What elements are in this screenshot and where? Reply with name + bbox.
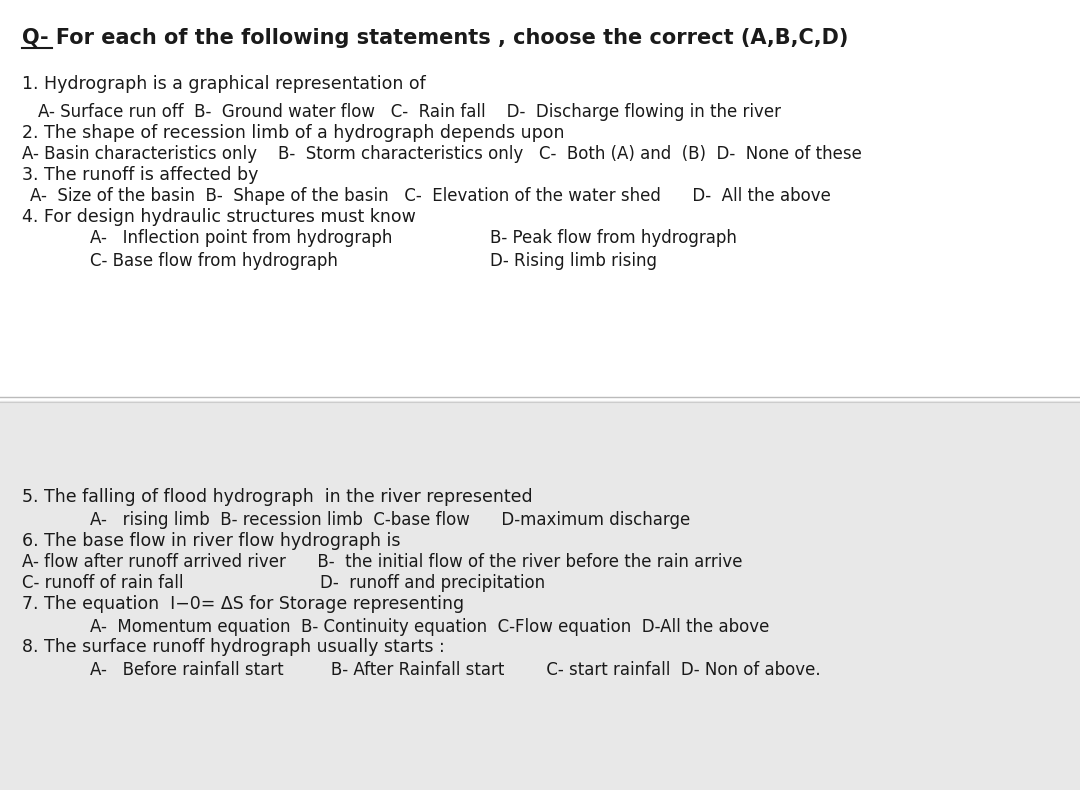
Text: D- Rising limb rising: D- Rising limb rising [490,252,657,270]
Text: A-  Momentum equation  B- Continuity equation  C-Flow equation  D-All the above: A- Momentum equation B- Continuity equat… [90,618,769,636]
Text: 6. The base flow in river flow hydrograph is: 6. The base flow in river flow hydrograp… [22,532,401,550]
Text: A-   rising limb  B- recession limb  C-base flow      D-maximum discharge: A- rising limb B- recession limb C-base … [90,511,690,529]
Bar [0,401,1080,790]
Text: Q- For each of the following statements , choose the correct (A,B,C,D): Q- For each of the following statements … [22,28,849,48]
Text: 1. Hydrograph is a graphical representation of: 1. Hydrograph is a graphical representat… [22,75,426,93]
Text: 4. For design hydraulic structures must know: 4. For design hydraulic structures must … [22,208,416,226]
Text: A- flow after runoff arrived river      B-  the initial flow of the river before: A- flow after runoff arrived river B- th… [22,553,743,571]
Text: 3. The runoff is affected by: 3. The runoff is affected by [22,166,258,184]
Text: A- Basin characteristics only    B-  Storm characteristics only   C-  Both (A) a: A- Basin characteristics only B- Storm c… [22,145,862,163]
Text: 8. The surface runoff hydrograph usually starts :: 8. The surface runoff hydrograph usually… [22,638,445,656]
Text: 7. The equation  I−0= ΔS for Storage representing: 7. The equation I−0= ΔS for Storage repr… [22,595,464,613]
Text: A- Surface run off  B-  Ground water flow   C-  Rain fall    D-  Discharge flowi: A- Surface run off B- Ground water flow … [38,103,781,121]
Text: C- runoff of rain fall                          D-  runoff and precipitation: C- runoff of rain fall D- runoff and pre… [22,574,545,592]
Text: A-  Size of the basin  B-  Shape of the basin   C-  Elevation of the water shed : A- Size of the basin B- Shape of the bas… [30,187,831,205]
Text: A-   Before rainfall start         B- After Rainfall start        C- start rainf: A- Before rainfall start B- After Rainfa… [90,661,821,679]
Text: 5. The falling of flood hydrograph  in the river represented: 5. The falling of flood hydrograph in th… [22,488,532,506]
Text: C- Base flow from hydrograph: C- Base flow from hydrograph [90,252,338,270]
Text: 2. The shape of recession limb of a hydrograph depends upon: 2. The shape of recession limb of a hydr… [22,124,565,142]
Text: B- Peak flow from hydrograph: B- Peak flow from hydrograph [490,229,737,247]
Text: A-   Inflection point from hydrograph: A- Inflection point from hydrograph [90,229,392,247]
